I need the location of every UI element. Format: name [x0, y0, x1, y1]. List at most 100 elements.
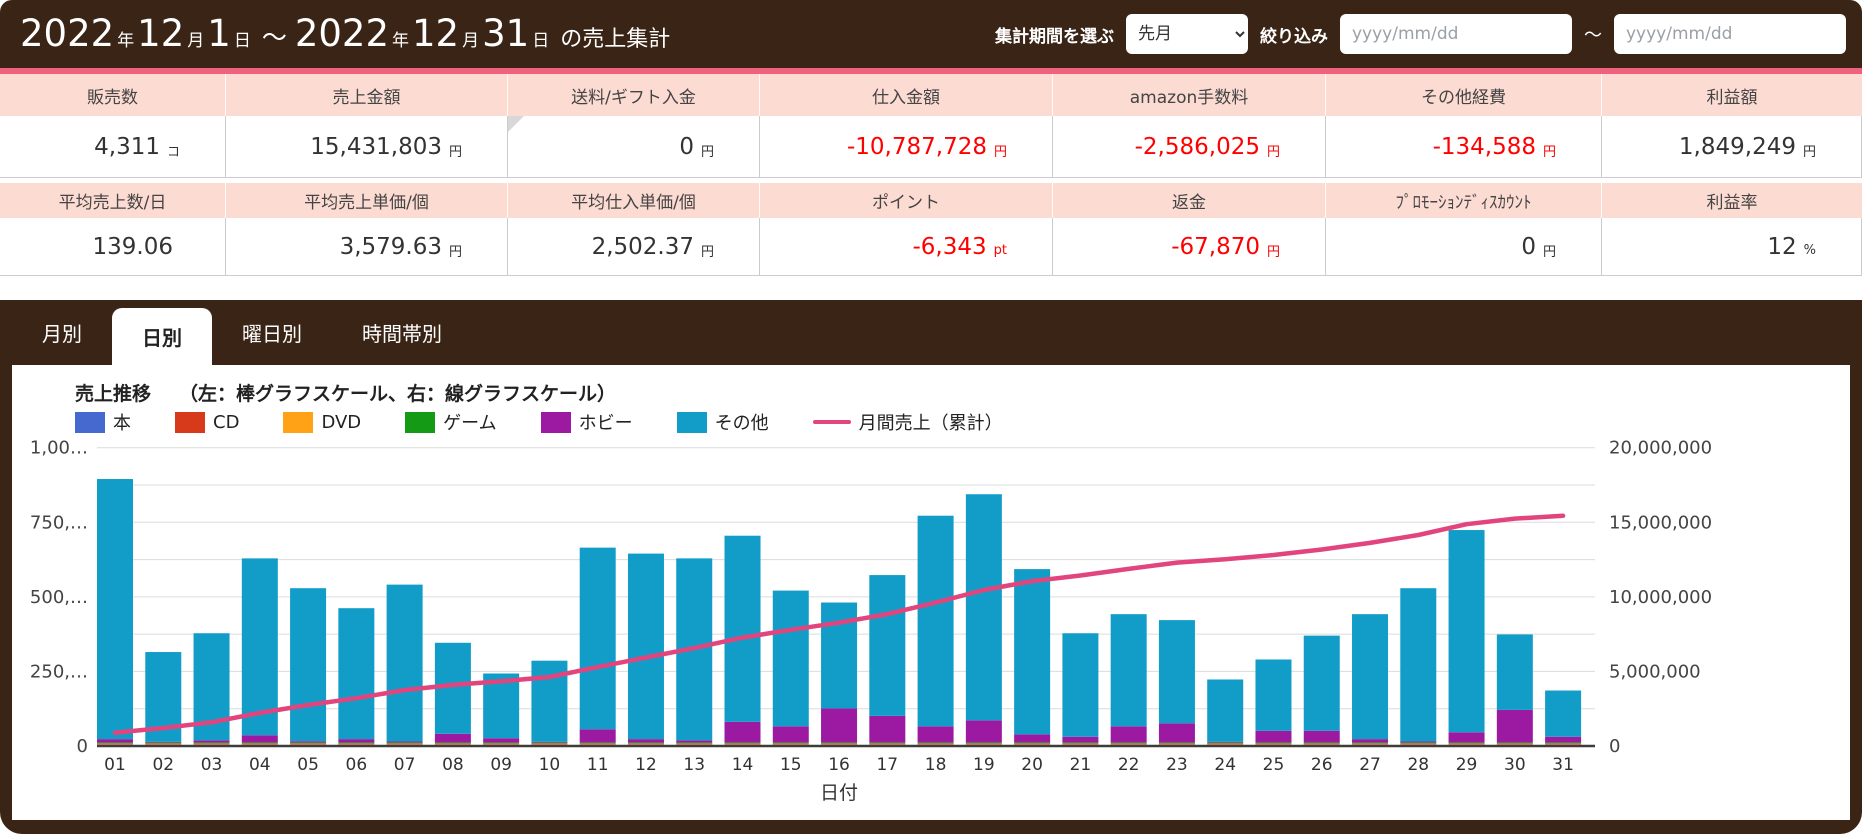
tab-daily[interactable]: 日別 [112, 308, 212, 365]
title-suffix: の売上集計 [560, 26, 671, 52]
period-select[interactable]: 先月 [1126, 14, 1248, 54]
bar-segment-21 [1062, 744, 1099, 745]
left-axis-tick: 250,… [30, 661, 88, 682]
bar-segment-23 [1158, 723, 1195, 743]
bar-segment-10 [531, 744, 568, 745]
date-to-input[interactable] [1614, 14, 1846, 54]
bar-segment-29 [1448, 732, 1485, 743]
summary-header-profit: 利益額 [1602, 74, 1862, 116]
bar-segment-27 [1352, 614, 1389, 740]
bar-segment-18 [917, 726, 954, 743]
summary-value-other-cost: -134,588 円 [1326, 116, 1602, 178]
x-axis-title: 日付 [820, 782, 858, 804]
bar-segment-21 [1062, 736, 1099, 743]
x-axis-label: 24 [1214, 755, 1236, 775]
legend-item: ホビー [540, 409, 633, 435]
bar-segment-03 [193, 743, 230, 745]
bar-segment-08 [434, 733, 471, 743]
x-axis-label: 27 [1359, 755, 1381, 775]
x-axis-label: 15 [780, 755, 802, 775]
bar-segment-15 [772, 742, 809, 744]
bar-segment-16 [821, 744, 858, 745]
bar-segment-25 [1255, 742, 1292, 744]
tab-monthly[interactable]: 月別 [42, 322, 82, 346]
left-axis-tick: 500,… [30, 587, 88, 608]
bar-segment-31 [1545, 742, 1582, 744]
bar-segment-26 [1303, 635, 1340, 731]
bar-segment-29 [1448, 744, 1485, 745]
legend-line-swatch [812, 420, 851, 424]
summary-header-promotion: ﾌﾟﾛﾓｰｼｮﾝﾃﾞｨｽｶｳﾝﾄ [1326, 178, 1602, 218]
x-axis-label: 03 [201, 755, 223, 775]
x-axis-label: 14 [732, 755, 754, 775]
bar-segment-27 [1352, 744, 1389, 745]
bar-segment-22 [1110, 744, 1147, 745]
legend-swatch [405, 411, 436, 433]
bar-segment-09 [483, 738, 520, 743]
bar-segment-24 [1207, 741, 1244, 743]
right-axis-tick: 0 [1609, 736, 1620, 757]
bar-segment-02 [145, 742, 182, 744]
date-from-input[interactable] [1340, 14, 1572, 54]
bar-segment-29 [1448, 530, 1485, 733]
bar-segment-02 [145, 744, 182, 745]
chart-legend: 本 CD DVD ゲーム ホビー その他 月間売上（累計） [75, 409, 1047, 435]
page-title: 2022 年 12 月 1 日 ～ 2022 年 12 月 31 日 の売上集計 [20, 15, 670, 54]
bar-segment-21 [1062, 633, 1099, 737]
bar-segment-22 [1110, 742, 1147, 744]
bar-segment-24 [1207, 679, 1244, 742]
chart-title-main: 売上推移 [75, 383, 152, 405]
bar-segment-03 [193, 740, 230, 743]
bar-segment-08 [434, 744, 471, 745]
bar-segment-11 [579, 547, 616, 730]
summary-value-amazon-fee: -2,586,025 円 [1053, 116, 1326, 178]
bar-segment-25 [1255, 744, 1292, 745]
bar-segment-07 [386, 744, 423, 745]
bar-segment-01 [97, 744, 133, 745]
legend-swatch [540, 411, 571, 433]
legend-swatch [283, 411, 314, 433]
tab-weekday[interactable]: 曜日別 [242, 322, 302, 346]
tab-hourly[interactable]: 時間帯別 [362, 322, 442, 346]
header-divider [0, 68, 1862, 74]
bar-segment-05 [290, 743, 327, 745]
title-day-unit2: 日 [532, 30, 550, 51]
left-axis-tick: 0 [77, 736, 88, 757]
title-month-unit: 月 [187, 30, 205, 51]
bar-segment-30 [1496, 743, 1533, 745]
bar-segment-08 [434, 742, 471, 744]
bar-segment-06 [338, 744, 375, 745]
summary-header-sales-count: 販売数 [0, 74, 226, 116]
bar-segment-04 [241, 735, 278, 743]
bar-segment-23 [1158, 620, 1195, 724]
bar-segment-03 [193, 744, 230, 745]
summary-value-avg-daily-count: 139.06 [0, 218, 226, 276]
bar-segment-01 [97, 739, 133, 743]
bar-segment-26 [1303, 744, 1340, 745]
bar-segment-06 [338, 739, 375, 743]
legend-item: 本 [75, 409, 131, 435]
bar-segment-24 [1207, 744, 1244, 745]
bar-segment-28 [1400, 744, 1437, 745]
bar-segment-17 [869, 575, 906, 716]
bar-segment-14 [724, 744, 761, 745]
bar-segment-28 [1400, 742, 1437, 744]
legend-label: 本 [113, 413, 131, 434]
legend-label: その他 [714, 413, 769, 434]
bar-segment-17 [869, 744, 906, 745]
bar-segment-11 [579, 743, 616, 745]
bar-segment-05 [290, 744, 327, 745]
bar-segment-13 [676, 742, 713, 744]
bar-segment-05 [290, 588, 327, 742]
bar-segment-30 [1496, 634, 1533, 710]
title-year-from: 2022 [20, 11, 115, 55]
bar-segment-31 [1545, 744, 1582, 745]
x-axis-label: 20 [1021, 755, 1043, 775]
right-axis-tick: 20,000,000 [1609, 438, 1712, 459]
summary-header-sales-amount: 売上金額 [226, 74, 508, 116]
bar-segment-29 [1448, 742, 1485, 744]
legend-swatch [75, 411, 105, 433]
summary-value-avg-unit-price: 3,579.63 円 [226, 218, 508, 276]
